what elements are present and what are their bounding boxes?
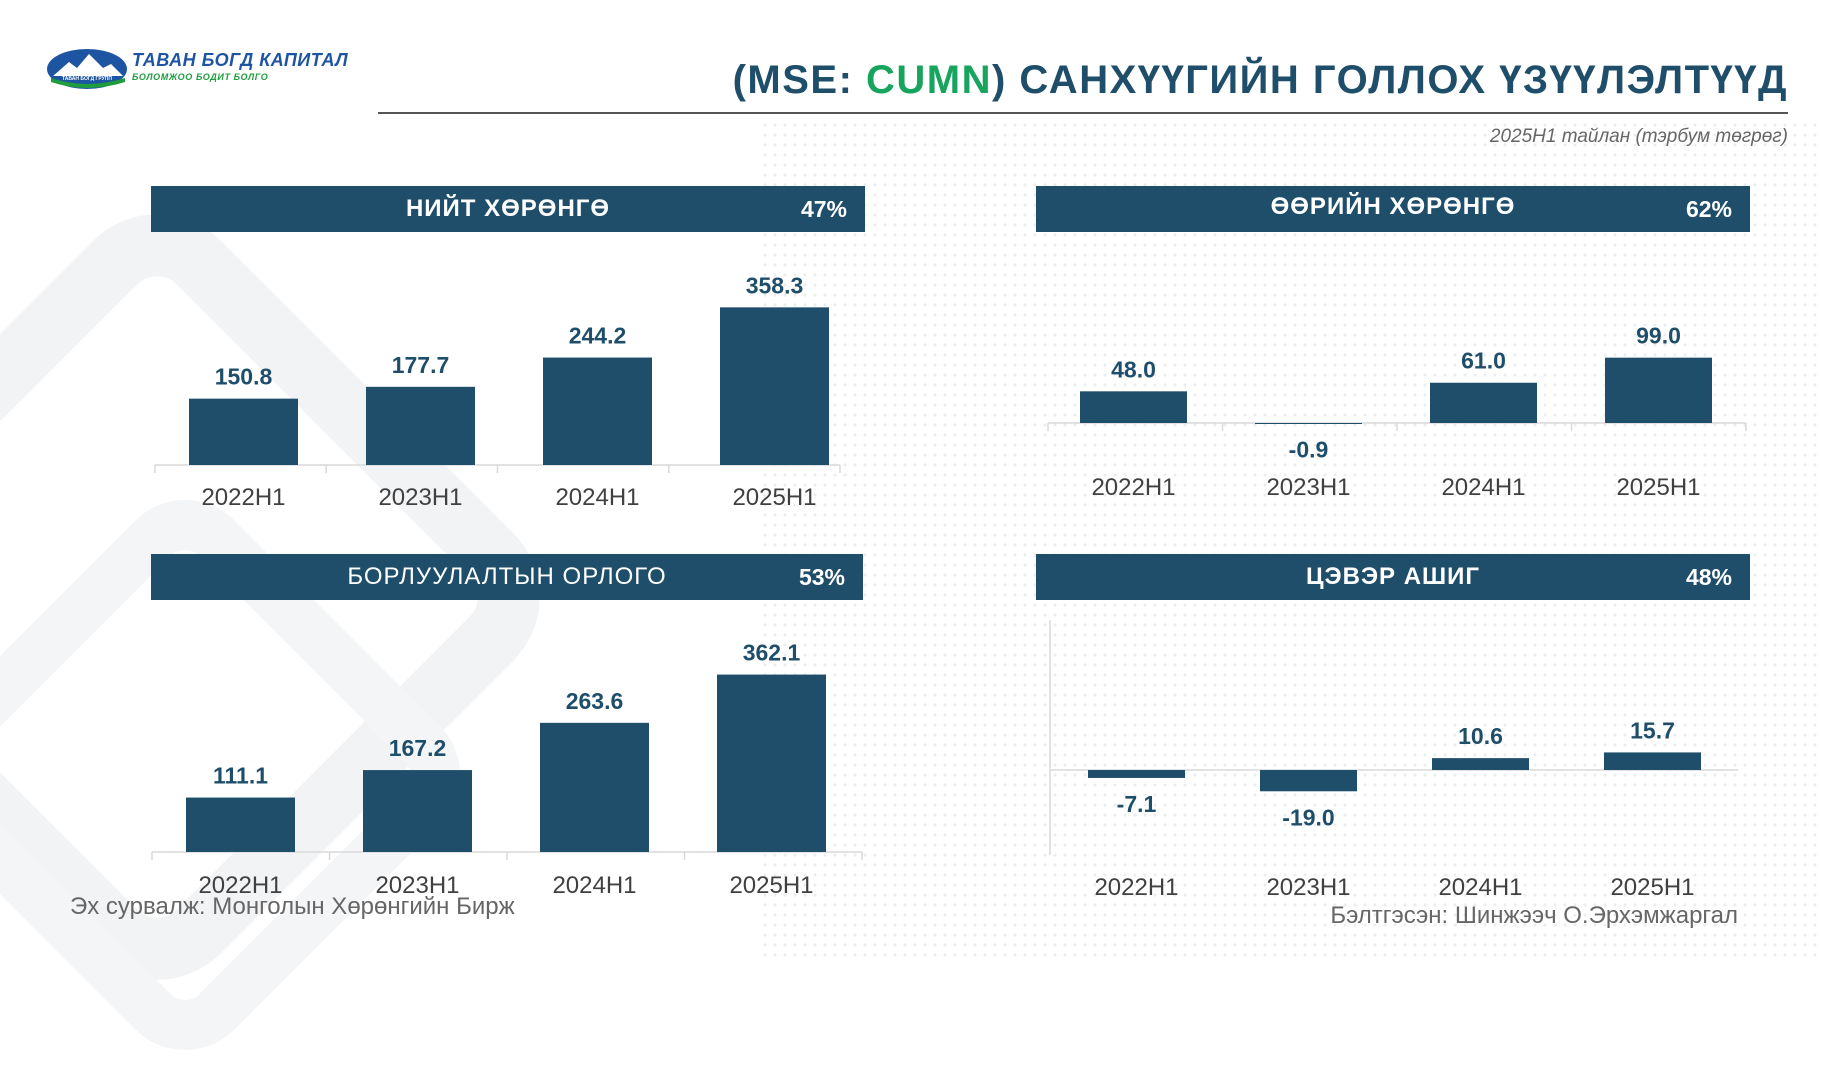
bar [1080, 391, 1187, 423]
data-label: 177.7 [392, 352, 450, 378]
category-label: 2023Н1 [1266, 874, 1350, 901]
company-logo: ТАВАН БОГД ГРУПП [47, 49, 127, 89]
category-label: 2024Н1 [1441, 474, 1525, 501]
growth-badge: 48% [1685, 564, 1732, 590]
chart-net-profit: -7.1 2022Н1 -19.0 2023Н1 10.6 2024Н1 15.7 2025Н… [1049, 620, 1738, 901]
plot-area: 48.0 2022Н1 -0.9 2023Н1 61.0 2024Н1 99.0 2025Н1 [1047, 323, 1747, 501]
category-label: 2025Н1 [732, 484, 816, 511]
chart-revenue: 111.1 2022Н1 167.2 2023Н1 263.6 2024Н1 362.1 20… [151, 640, 863, 899]
growth-badge: 62% [1685, 196, 1732, 222]
data-label: 99.0 [1636, 323, 1681, 349]
category-label: 2024Н1 [552, 872, 636, 899]
data-label: 362.1 [743, 640, 801, 666]
data-label: 150.8 [215, 364, 273, 390]
category-label: 2024Н1 [555, 484, 639, 511]
bar [363, 770, 472, 852]
chart-total-assets: 150.8 2022Н1 177.7 2023Н1 244.2 2024Н1 358.3 20… [154, 272, 841, 511]
chart-banner-net-profit: ЦЭВЭР АШИГ 48% [1036, 554, 1750, 600]
logo-name: ТАВАН БОГД КАПИТАЛ [132, 50, 349, 70]
plot-area: 150.8 2022Н1 177.7 2023Н1 244.2 2024Н1 358.3 20… [154, 272, 841, 511]
bar [540, 722, 649, 852]
title-prefix: (MSE: [732, 58, 866, 102]
chart-title: НИЙТ ХӨРӨНГӨ [405, 195, 611, 222]
bar [717, 674, 826, 852]
bar [543, 357, 652, 465]
data-label: -0.9 [1289, 437, 1329, 463]
category-label: 2022Н1 [198, 872, 282, 899]
bar [1260, 770, 1357, 792]
category-label: 2022Н1 [201, 484, 285, 511]
plot-area: 111.1 2022Н1 167.2 2023Н1 263.6 2024Н1 362.1 20… [151, 640, 863, 899]
data-label: 61.0 [1461, 348, 1506, 374]
data-label: 244.2 [569, 323, 627, 349]
bar [720, 307, 829, 465]
bar [1605, 357, 1712, 423]
logo-group-text: ТАВАН БОГД ГРУПП [62, 76, 112, 82]
page-title: (MSE: CUMN) САНХҮҮГИЙН ГОЛЛОХ ҮЗҮҮЛЭЛТҮҮ… [733, 58, 1788, 103]
logo-text: ТАВАН БОГД КАПИТАЛ БОЛОМЖОО БОДИТ БОЛГО [132, 50, 348, 82]
chart-title: ӨӨРИЙН ХӨРӨНГӨ [1270, 193, 1516, 220]
category-label: 2024Н1 [1438, 874, 1522, 901]
category-label: 2023Н1 [375, 872, 459, 899]
category-label: 2023Н1 [378, 484, 462, 511]
chart-title: ЦЭВЭР АШИГ [1306, 563, 1480, 590]
bar [189, 398, 298, 465]
bar [366, 386, 475, 465]
bar [1432, 758, 1529, 770]
data-label: 111.1 [213, 763, 268, 789]
bar [1255, 423, 1362, 424]
data-label: -7.1 [1117, 791, 1157, 817]
author-note: Бэлтгэсэн: Шинжээч О.Эрхэмжаргал [1330, 902, 1738, 929]
chart-banner-total-assets: НИЙТ ХӨРӨНГӨ 47% [151, 186, 865, 232]
chart-equity: 48.0 2022Н1 -0.9 2023Н1 61.0 2024Н1 99.0 2025Н1 [1047, 323, 1747, 501]
growth-badge: 47% [800, 196, 847, 222]
title-suffix: ) САНХҮҮГИЙН ГОЛЛОХ ҮЗҮҮЛЭЛТҮҮД [991, 58, 1788, 102]
logo-mountains [53, 54, 123, 76]
bar [186, 797, 295, 852]
category-label: 2023Н1 [1266, 474, 1350, 501]
growth-badge: 53% [798, 564, 845, 590]
ticker-symbol: CUMN [866, 58, 992, 102]
bar [1088, 770, 1185, 778]
data-label: 263.6 [566, 688, 624, 714]
logo-ground [51, 78, 125, 88]
category-label: 2022Н1 [1094, 874, 1178, 901]
background-pattern [760, 120, 1822, 960]
chart-banner-revenue: БОРЛУУЛАЛТЫН ОРЛОГО 53% [151, 554, 863, 600]
data-label: -19.0 [1282, 804, 1334, 830]
chart-banner-equity: ӨӨРИЙН ХӨРӨНГӨ 62% [1036, 186, 1750, 232]
logo-tagline: БОЛОМЖОО БОДИТ БОЛГО [132, 72, 269, 82]
chart-title: БОРЛУУЛАЛТЫН ОРЛОГО [347, 563, 667, 590]
category-label: 2025Н1 [729, 872, 813, 899]
category-label: 2022Н1 [1091, 474, 1175, 501]
data-label: 358.3 [746, 272, 804, 298]
source-note: Эх сурвалж: Монголын Хөрөнгийн Бирж [70, 893, 515, 920]
data-label: 48.0 [1111, 356, 1156, 382]
report-subtitle: 2025Н1 тайлан (тэрбум төгрөг) [1489, 126, 1788, 147]
bar [1430, 382, 1537, 423]
data-label: 10.6 [1458, 723, 1503, 749]
data-label: 15.7 [1630, 717, 1675, 743]
data-label: 167.2 [389, 735, 447, 761]
bar [1604, 752, 1701, 770]
category-label: 2025Н1 [1616, 474, 1700, 501]
title-divider [378, 112, 1788, 114]
plot-area: -7.1 2022Н1 -19.0 2023Н1 10.6 2024Н1 15.7 2025Н… [1049, 620, 1738, 901]
category-label: 2025Н1 [1610, 874, 1694, 901]
